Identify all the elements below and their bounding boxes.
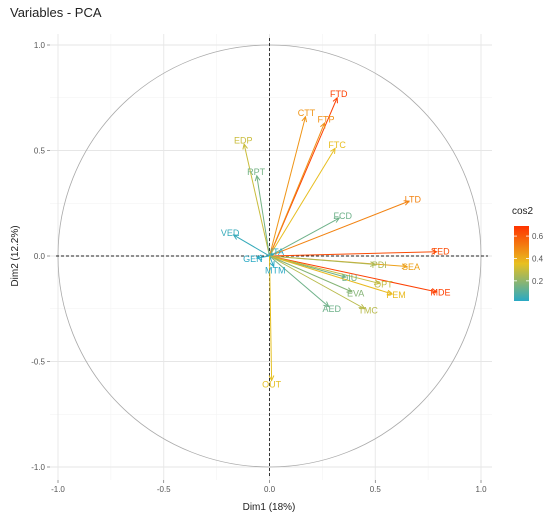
y-axis-title: Dim2 (12.2%) bbox=[10, 225, 21, 286]
legend-tick-label: 0.6 bbox=[532, 232, 544, 241]
x-axis-title: Dim1 (18%) bbox=[243, 502, 296, 513]
variable-arrow-ftp bbox=[269, 122, 326, 257]
y-tick-label: -0.5 bbox=[31, 358, 45, 367]
variable-arrow-pdi bbox=[269, 255, 377, 267]
variable-arrow-rpt bbox=[254, 174, 270, 257]
legend-tick-label: 0.4 bbox=[532, 254, 544, 263]
variable-arrow-ved bbox=[232, 234, 270, 257]
variable-arrow-edp bbox=[242, 143, 270, 257]
y-axis-ticks: -1.0 -0.5 0.0 0.5 1.0 bbox=[31, 41, 50, 472]
variable-arrow-gen bbox=[255, 254, 270, 261]
variable-label-gen: GEN bbox=[243, 254, 263, 264]
variable-arrow-eva bbox=[269, 255, 354, 293]
variable-label-ftd: FTD bbox=[330, 89, 348, 99]
variable-label-out: OUT bbox=[262, 379, 282, 389]
variable-label-diu: DIU bbox=[342, 273, 358, 283]
variable-label-ftc: FTC bbox=[328, 140, 346, 150]
y-tick-label: 0.5 bbox=[34, 147, 46, 156]
variable-arrow-ltd bbox=[269, 200, 411, 257]
variable-label-opt: OPT bbox=[374, 279, 393, 289]
cos2-legend: cos2 0.2 0.4 0.6 bbox=[512, 206, 544, 301]
variable-arrow-ted bbox=[269, 249, 438, 257]
variable-label-tmc: TMC bbox=[358, 306, 378, 316]
variable-label-ctt: CTT bbox=[298, 108, 316, 118]
variable-label-sea: SEA bbox=[402, 262, 420, 272]
variable-arrow-ctt bbox=[269, 115, 308, 257]
variable-arrow-fcd bbox=[269, 217, 341, 257]
y-tick-label: 1.0 bbox=[34, 41, 46, 50]
variable-arrow-mtm bbox=[269, 255, 275, 268]
variable-arrow-ftc bbox=[269, 147, 336, 257]
variable-arrow-opt bbox=[269, 255, 381, 286]
x-axis-ticks: -1.0 -0.5 0.0 0.5 1.0 bbox=[51, 480, 487, 494]
variable-label-edp: EDP bbox=[234, 135, 253, 145]
variable-label-ved: VED bbox=[221, 228, 240, 238]
variable-label-pdi: PDI bbox=[372, 260, 387, 270]
legend-ticks: 0.2 0.4 0.6 bbox=[514, 232, 544, 286]
y-tick-label: 0.0 bbox=[34, 252, 46, 261]
variable-label-ita: ITA bbox=[271, 247, 284, 257]
x-tick-label: 1.0 bbox=[475, 485, 487, 494]
variable-arrow-out bbox=[268, 255, 275, 382]
x-tick-label: -0.5 bbox=[157, 485, 171, 494]
variable-label-eva: EVA bbox=[347, 288, 364, 298]
legend-colorbar bbox=[514, 226, 529, 301]
variable-arrow-pem bbox=[269, 255, 394, 296]
variable-label-mde: MDE bbox=[430, 288, 450, 298]
variable-label-ted: TED bbox=[432, 247, 451, 257]
variable-label-ltd: LTD bbox=[405, 195, 422, 205]
y-tick-label: -1.0 bbox=[31, 463, 45, 472]
variable-label-mtm: MTM bbox=[265, 265, 286, 275]
variable-arrow-mde bbox=[269, 255, 438, 294]
variable-label-ftp: FTP bbox=[318, 114, 335, 124]
legend-title: cos2 bbox=[512, 206, 534, 217]
variable-arrow-aed bbox=[269, 255, 330, 308]
variable-arrow-tmc bbox=[269, 255, 366, 310]
variable-label-fcd: FCD bbox=[334, 211, 353, 221]
variable-label-aed: AED bbox=[323, 304, 342, 314]
variable-arrows bbox=[232, 96, 438, 382]
variable-label-rpt: RPT bbox=[247, 167, 266, 177]
variable-label-pem: PEM bbox=[386, 290, 406, 300]
legend-tick-label: 0.2 bbox=[532, 277, 544, 286]
x-tick-label: 0.0 bbox=[264, 485, 276, 494]
x-tick-label: -1.0 bbox=[51, 485, 65, 494]
chart-title: Variables - PCA bbox=[10, 5, 102, 20]
x-tick-label: 0.5 bbox=[370, 485, 382, 494]
